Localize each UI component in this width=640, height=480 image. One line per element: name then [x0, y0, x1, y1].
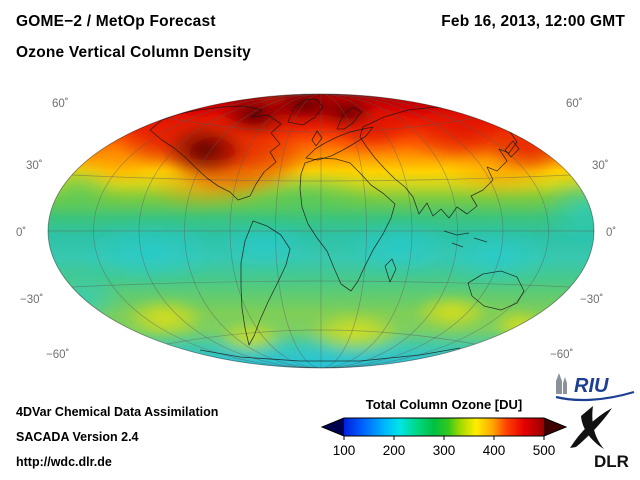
colorbar-tick-200: 200: [383, 443, 406, 458]
colorbar: Total Column Ozone [DU] 100 200 300 400 …: [320, 397, 568, 458]
riu-swoosh: [555, 390, 635, 402]
product-subtitle: Ozone Vertical Column Density: [16, 44, 251, 61]
colorbar-ticks: [343, 436, 545, 440]
lat-label-left-m60: −60˚: [46, 349, 69, 361]
lat-label-right-30: 30˚: [592, 160, 609, 172]
colorbar-high-arrow: [544, 418, 566, 436]
colorbar-gradient: [344, 418, 544, 436]
lat-label-right-60: 60˚: [566, 98, 583, 110]
dlr-wordmark: DLR: [594, 452, 629, 471]
lat-label-left-0: 0˚: [16, 227, 26, 239]
ozone-anomaly-blobs: [48, 94, 594, 368]
lat-label-right-0: 0˚: [606, 227, 616, 239]
colorbar-tick-300: 300: [433, 443, 456, 458]
ozone-field: [48, 94, 594, 368]
colorbar-low-arrow: [322, 418, 344, 436]
datetime-label: Feb 16, 2013, 12:00 GMT: [441, 13, 625, 30]
colorbar-title: Total Column Ozone [DU]: [366, 397, 522, 412]
riu-logo: RIU: [555, 373, 635, 402]
credit-line-assimilation: 4DVar Chemical Data Assimilation: [16, 405, 219, 419]
coastlines: [149, 98, 548, 362]
map-boundary: [47, 93, 595, 369]
lat-label-right-m30: −30˚: [580, 294, 603, 306]
dlr-emblem-icon: [570, 406, 612, 449]
graticule: [48, 94, 594, 368]
product-title: GOME−2 / MetOp Forecast: [16, 13, 216, 30]
lat-label-left-30: 30˚: [26, 160, 43, 172]
riu-wordmark: RIU: [574, 375, 609, 397]
colorbar-tick-500: 500: [533, 443, 556, 458]
riu-cathedral-icon: [556, 373, 567, 394]
colorbar-tick-100: 100: [333, 443, 356, 458]
lat-label-left-m30: −30˚: [20, 294, 43, 306]
dlr-logo: DLR: [570, 406, 629, 471]
colorbar-tick-400: 400: [483, 443, 506, 458]
lat-label-right-m60: −60˚: [550, 349, 573, 361]
credits-block: 4DVar Chemical Data Assimilation SACADA …: [16, 400, 218, 475]
credit-line-version: SACADA Version 2.4: [16, 430, 139, 444]
credit-line-url: http://wdc.dlr.de: [16, 455, 112, 469]
lat-label-left-60: 60˚: [52, 98, 69, 110]
